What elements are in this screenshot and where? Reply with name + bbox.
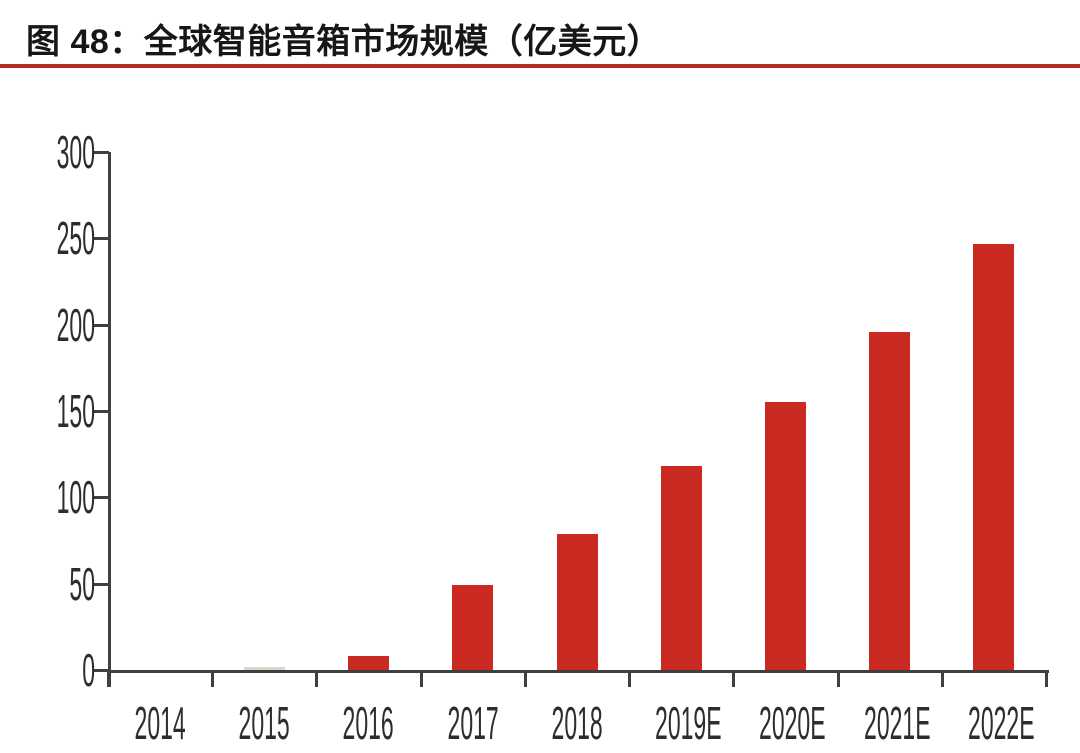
x-axis-label-2017: 2017 (447, 697, 499, 749)
bar-2021E (869, 332, 911, 670)
x-axis-label-2018: 2018 (551, 697, 603, 749)
x-axis-tick (315, 670, 319, 687)
bar-2017 (452, 585, 494, 670)
x-axis-tick (419, 670, 423, 687)
y-axis-tick (93, 496, 109, 500)
x-axis-tick (523, 670, 527, 687)
x-axis-label-2022E: 2022E (967, 697, 1035, 749)
x-axis-tick (1045, 670, 1048, 687)
y-axis-tick-label: 100 (56, 471, 95, 524)
x-axis-line (107, 670, 1049, 673)
bar-2020E (764, 402, 806, 670)
x-axis-label-2015: 2015 (238, 697, 290, 749)
y-axis-tick-label: 300 (56, 126, 95, 178)
figure-title: 图 48：全球智能音箱市场规模（亿美元） (26, 23, 662, 61)
bar-2018 (556, 534, 598, 670)
y-axis-tick-label: 50 (69, 557, 95, 610)
x-axis-tick (836, 670, 840, 687)
bar-2015 (243, 667, 285, 670)
x-axis-label-2020E: 2020E (759, 697, 826, 749)
y-axis-tick (93, 669, 109, 672)
bar-2019E (660, 466, 702, 670)
x-axis-tick (211, 670, 215, 687)
x-axis-tick (732, 670, 736, 687)
y-axis-tick-label: 250 (56, 212, 95, 265)
bar-2022E (973, 244, 1015, 670)
x-axis-tick (940, 670, 944, 687)
y-axis-tick (93, 151, 109, 154)
title-underline-rule (0, 64, 1080, 68)
bar-2016 (348, 656, 390, 670)
y-axis-tick-label: 200 (56, 298, 95, 351)
x-axis-label-2016: 2016 (342, 697, 395, 749)
x-axis-tick (628, 670, 632, 687)
x-axis-tick (107, 670, 110, 687)
y-axis-tick (93, 410, 109, 413)
y-axis-tick-label: 150 (56, 385, 95, 437)
y-axis-line (108, 152, 111, 687)
x-axis-label-2019E: 2019E (655, 697, 722, 749)
y-axis-tick (93, 237, 109, 241)
x-axis-label-2021E: 2021E (863, 697, 931, 749)
x-axis-label-2014: 2014 (134, 697, 186, 749)
y-axis-tick (93, 323, 109, 327)
y-axis-tick-label: 0 (82, 644, 95, 696)
y-axis-tick (93, 582, 109, 586)
